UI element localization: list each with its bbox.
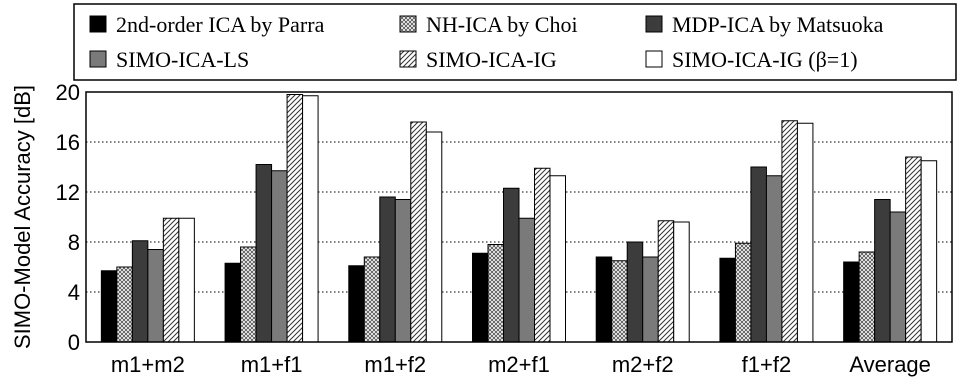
bar-m2+f2-SIMO-ICA-LS xyxy=(642,256,659,343)
bar-f1+f2-SIMO-ICA-IG xyxy=(781,120,798,343)
x-tick-label: m1+f2 xyxy=(364,352,426,377)
bar-m2+f1-2nd-order ICA by Parra xyxy=(472,252,489,343)
bar-m1+f1-MDP-ICA by Matsuoka xyxy=(255,164,273,343)
y-tick-label: 16 xyxy=(56,130,80,155)
legend-swatch xyxy=(645,50,663,68)
x-tick-label: m1+m2 xyxy=(111,352,185,377)
bar-m1+m2-SIMO-ICA-LS xyxy=(147,249,164,343)
bar-m2+f1-MDP-ICA by Matsuoka xyxy=(503,187,520,343)
bar-f1+f2-2nd-order ICA by Parra xyxy=(719,257,736,343)
bar-m1+m2-2nd-order ICA by Parra xyxy=(100,270,118,343)
y-tick-label: 4 xyxy=(68,280,80,305)
bar-m1+f1-NH-ICA by Choi xyxy=(240,246,257,343)
bar-Average-SIMO-ICA-IG (β=1) xyxy=(920,160,938,343)
bar-m1+m2-SIMO-ICA-IG (β=1) xyxy=(178,217,195,343)
legend-label: NH-ICA by Choi xyxy=(426,12,578,37)
y-axis-ticks: 0 4 8 12 16 20 xyxy=(56,80,80,355)
legend: 2nd-order ICA by Parra NH-ICA by Choi MDP-… xyxy=(73,3,957,81)
bar-m2+f1-SIMO-ICA-IG xyxy=(534,167,551,343)
y-tick-label: 20 xyxy=(56,80,80,105)
bar-m1+f2-SIMO-ICA-LS xyxy=(394,199,412,343)
bar-m1+f1-SIMO-ICA-LS xyxy=(271,170,288,343)
bars xyxy=(100,94,938,343)
bar-Average-SIMO-ICA-IG xyxy=(905,156,922,343)
bar-Average-SIMO-ICA-LS xyxy=(889,211,907,343)
bar-m2+f2-SIMO-ICA-IG xyxy=(657,220,675,343)
bar-m1+f1-SIMO-ICA-IG (β=1) xyxy=(302,95,319,343)
y-tick-label: 0 xyxy=(68,330,80,355)
bar-Average-2nd-order ICA by Parra xyxy=(843,261,860,343)
x-tick-label: m1+f1 xyxy=(241,352,303,377)
legend-swatch xyxy=(645,15,663,33)
y-tick-label: 8 xyxy=(68,230,80,255)
x-tick-label: f1+f2 xyxy=(742,352,792,377)
x-tick-label: m2+f2 xyxy=(612,352,674,377)
bar-m2+f2-SIMO-ICA-IG (β=1) xyxy=(673,221,690,343)
bar-f1+f2-MDP-ICA by Matsuoka xyxy=(750,166,767,343)
bar-m1+m2-MDP-ICA by Matsuoka xyxy=(131,240,149,343)
legend-label: 2nd-order ICA by Parra xyxy=(116,12,325,37)
plot-frame xyxy=(85,91,953,343)
y-axis-title: SIMO-Model Accuracy [dB] xyxy=(10,85,35,349)
bar-m2+f2-MDP-ICA by Matsuoka xyxy=(626,241,644,343)
bar-Average-NH-ICA by Choi xyxy=(858,251,876,343)
bar-m1+f2-MDP-ICA by Matsuoka xyxy=(379,196,396,343)
bar-f1+f2-NH-ICA by Choi xyxy=(734,242,752,343)
legend-swatch xyxy=(399,15,417,33)
bar-m1+f1-2nd-order ICA by Parra xyxy=(224,262,242,343)
bar-m1+f2-SIMO-ICA-IG (β=1) xyxy=(425,131,443,343)
bar-m1+m2-SIMO-ICA-IG xyxy=(162,217,180,343)
bar-m2+f1-SIMO-ICA-IG (β=1) xyxy=(549,175,566,343)
bar-Average-MDP-ICA by Matsuoka xyxy=(874,199,891,343)
legend-swatch xyxy=(399,50,417,68)
bar-m1+m2-NH-ICA by Choi xyxy=(116,266,133,343)
x-axis-ticks: m1+m2 m1+f1 m1+f2 m2+f1 m2+f2 f1+f2 Average xyxy=(111,352,931,377)
bar-m2+f1-NH-ICA by Choi xyxy=(487,244,504,343)
legend-label: SIMO-ICA-IG (β=1) xyxy=(672,47,858,72)
legend-swatch xyxy=(89,15,107,33)
bar-m2+f2-2nd-order ICA by Parra xyxy=(595,256,613,343)
bar-m1+f2-2nd-order ICA by Parra xyxy=(348,265,365,343)
bar-m1+f1-SIMO-ICA-IG xyxy=(286,94,304,343)
legend-swatch xyxy=(89,50,107,68)
y-tick-label: 12 xyxy=(56,180,80,205)
x-tick-label: Average xyxy=(849,352,931,377)
bar-m2+f1-SIMO-ICA-LS xyxy=(518,217,535,343)
legend-label: MDP-ICA by Matsuoka xyxy=(672,12,884,37)
bar-f1+f2-SIMO-ICA-IG (β=1) xyxy=(796,122,814,343)
bar-m1+f2-NH-ICA by Choi xyxy=(363,256,381,343)
bar-m2+f2-NH-ICA by Choi xyxy=(611,260,628,343)
legend-label: SIMO-ICA-LS xyxy=(116,47,249,72)
legend-frame xyxy=(73,3,957,81)
x-tick-label: m2+f1 xyxy=(488,352,550,377)
bar-m1+f2-SIMO-ICA-IG xyxy=(410,121,427,343)
bar-f1+f2-SIMO-ICA-LS xyxy=(765,175,783,343)
legend-label: SIMO-ICA-IG xyxy=(426,47,557,72)
